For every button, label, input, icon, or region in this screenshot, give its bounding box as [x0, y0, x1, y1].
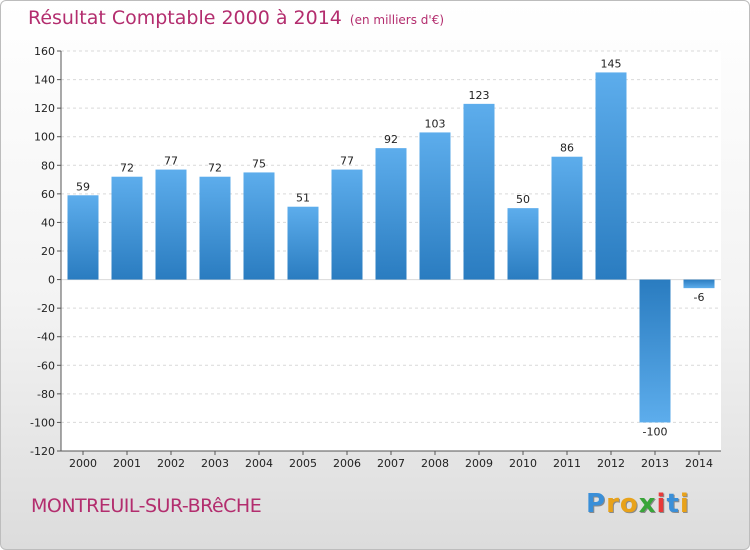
y-tick-label: 100: [34, 131, 55, 144]
bar-2006: [331, 169, 363, 280]
data-label-2004: 75: [252, 157, 266, 170]
x-tick-label: 2000: [69, 457, 97, 470]
x-tick-label: 2005: [289, 457, 317, 470]
logo-letter: t: [666, 489, 680, 519]
x-tick-label: 2013: [641, 457, 669, 470]
x-tick-label: 2006: [333, 457, 361, 470]
y-tick-label: 20: [41, 245, 55, 258]
chart-title: Résultat Comptable 2000 à 2014 (en millie…: [28, 7, 445, 29]
y-tick-label: 0: [48, 274, 55, 287]
data-label-2000: 59: [76, 180, 90, 193]
data-label-2006: 77: [340, 155, 354, 168]
data-labels: 59 72 77 72 75 51 77 92 103 123 50 86 145 -100 -6: [76, 57, 704, 438]
place-name: MONTREUIL-SUR-BRêCHE: [31, 495, 262, 517]
x-tick-label: 2004: [245, 457, 273, 470]
data-label-2010: 50: [516, 193, 530, 206]
bar-2002: [155, 169, 187, 280]
y-tick-label: 140: [34, 74, 55, 87]
y-tick-label: 80: [41, 159, 55, 172]
bar-2014: [683, 279, 715, 289]
bar-2005: [287, 206, 319, 280]
x-tick-label: 2014: [685, 457, 713, 470]
logo-letter: i: [656, 489, 667, 519]
data-label-2002: 77: [164, 155, 178, 168]
data-label-2008: 103: [425, 117, 446, 130]
logo-letter: x: [638, 489, 657, 519]
data-label-2003: 72: [208, 162, 222, 175]
logo-letter: o: [619, 489, 639, 519]
y-tick-label: 160: [34, 45, 55, 58]
x-tick-label: 2009: [465, 457, 493, 470]
logo-letter: i: [679, 489, 690, 519]
x-tick-label: 2012: [597, 457, 625, 470]
x-tick-label: 2002: [157, 457, 185, 470]
data-label-2012: 145: [601, 57, 622, 70]
bar-2009: [463, 103, 495, 280]
y-tick-label: -80: [37, 388, 55, 401]
bar-2012: [595, 72, 627, 280]
bar-2004: [243, 172, 275, 280]
x-tick-label: 2007: [377, 457, 405, 470]
data-label-2001: 72: [120, 162, 134, 175]
bar-2011: [551, 156, 583, 280]
y-tick-label: -100: [30, 416, 55, 429]
bars: [67, 72, 715, 423]
y-tick-label: -60: [37, 359, 55, 372]
data-label-2005: 51: [296, 192, 310, 205]
bar-2003: [199, 176, 231, 280]
bar-2007: [375, 148, 407, 280]
logo-letter: P: [586, 489, 607, 519]
data-label-2011: 86: [560, 142, 574, 155]
bar-2013: [639, 279, 671, 423]
x-tick-label: 2010: [509, 457, 537, 470]
bar-2000: [67, 195, 99, 280]
y-tick-label: 120: [34, 102, 55, 115]
logo-letter: r: [606, 489, 620, 519]
data-label-2014: -6: [694, 291, 705, 304]
data-label-2009: 123: [469, 89, 490, 102]
y-tick-label: -40: [37, 331, 55, 344]
proxiti-logo: Proxiti: [586, 489, 690, 519]
data-label-2013: -100: [643, 425, 668, 438]
bar-2001: [111, 176, 143, 280]
x-axis-ticks: 2000 2001 2002 2003 2004 2005 2006 2007 2008 2009…: [69, 451, 713, 470]
chart-subtitle: (en milliers d'€): [349, 13, 445, 27]
data-label-2007: 92: [384, 133, 398, 146]
x-tick-label: 2003: [201, 457, 229, 470]
x-tick-label: 2001: [113, 457, 141, 470]
y-tick-label: 40: [41, 216, 55, 229]
y-tick-label: -120: [30, 445, 55, 458]
y-tick-label: -20: [37, 302, 55, 315]
x-tick-label: 2008: [421, 457, 449, 470]
y-tick-label: 60: [41, 188, 55, 201]
x-tick-label: 2011: [553, 457, 581, 470]
bar-2008: [419, 132, 451, 280]
bar-2010: [507, 208, 539, 280]
